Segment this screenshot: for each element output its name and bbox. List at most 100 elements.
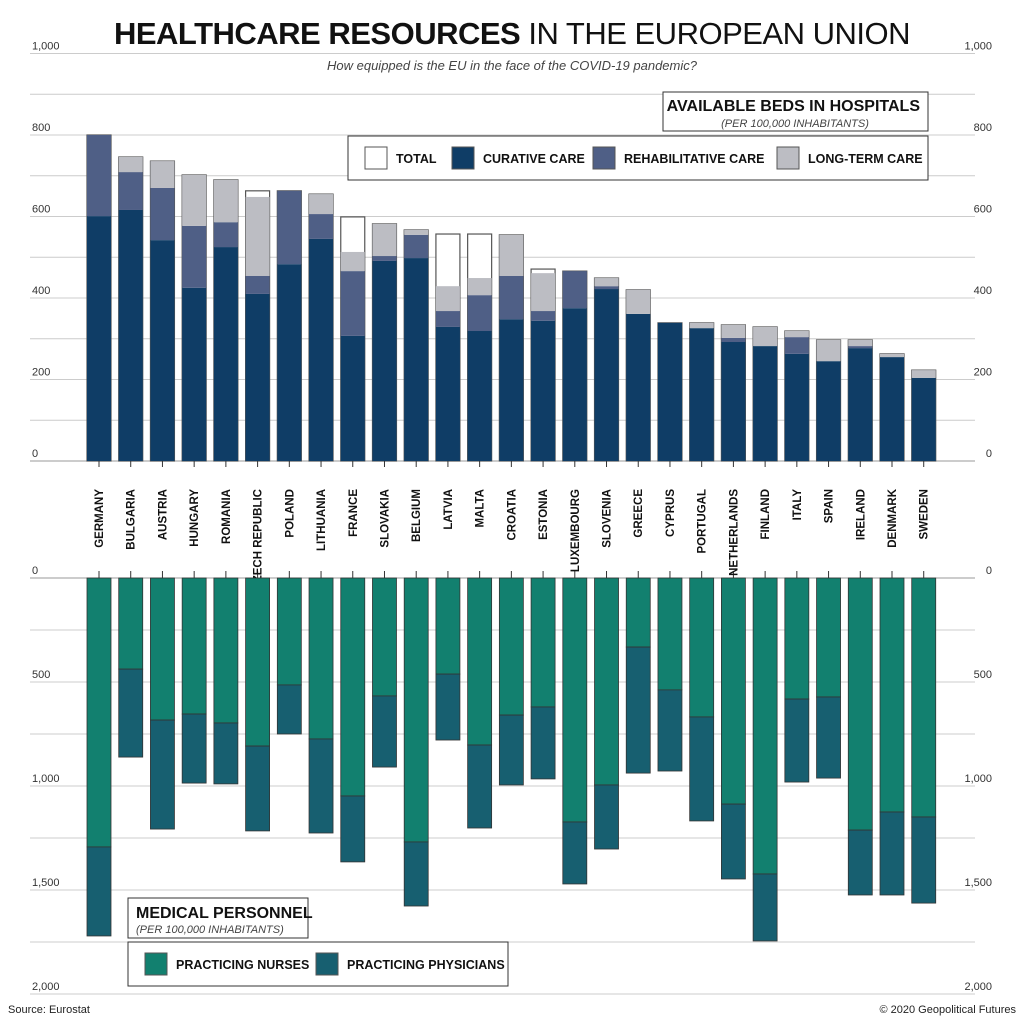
bar-nurses: [530, 577, 556, 708]
y-tick-label-left: 1,500: [32, 877, 60, 889]
bar-physicians: [498, 714, 524, 786]
bar-long-term: [118, 157, 143, 173]
x-tick-label: SPAIN: [824, 489, 836, 523]
bar-curative: [531, 320, 556, 461]
y-tick-label-left: 2,000: [32, 981, 60, 993]
legend-swatch: [592, 146, 616, 170]
bar-rehabilitative: [213, 222, 238, 248]
bar-nurses: [118, 577, 144, 670]
y-tick-label-right: 400: [974, 285, 992, 297]
bar-rehabilitative: [372, 256, 397, 261]
page-title: HEALTHCARE RESOURCES IN THE EUROPEAN UNI…: [0, 16, 1024, 52]
bar-curative: [340, 335, 365, 461]
bar-curative: [182, 287, 207, 461]
y-tick-label-right: 500: [974, 669, 992, 681]
bar-rehabilitative: [87, 135, 111, 217]
bar-nurses: [847, 577, 873, 831]
bar-physicians: [213, 722, 239, 785]
x-tick-label: IRELAND: [855, 489, 867, 540]
bar-nurses: [435, 577, 461, 675]
x-tick-label: LITHUANIA: [316, 489, 328, 551]
legend-label: LONG-TERM CARE: [808, 152, 923, 166]
bar-nurses: [340, 577, 366, 797]
y-tick-label-right: 2,000: [964, 981, 992, 993]
bar-nurses: [467, 577, 493, 746]
bar-nurses: [213, 577, 239, 724]
bar-rehabilitative: [721, 337, 746, 343]
bar-physicians: [86, 846, 112, 937]
bar-long-term: [340, 251, 365, 272]
bar-long-term: [404, 229, 429, 235]
bar-nurses: [372, 577, 397, 697]
bar-long-term: [213, 179, 238, 223]
y-tick-label-right: 1,000: [964, 41, 992, 53]
bar-curative: [848, 348, 873, 461]
title-bold: HEALTHCARE RESOURCES: [113, 16, 521, 51]
bar-nurses: [86, 577, 112, 848]
x-tick-label: POLAND: [284, 489, 296, 538]
bar-physicians: [530, 706, 556, 780]
bar-rehabilitative: [467, 295, 492, 332]
x-tick-label: CZECH REPUBLIC: [253, 489, 265, 591]
y-tick-label-right: 0: [986, 565, 992, 577]
y-tick-label-left: 1,000: [32, 41, 60, 53]
x-tick-label: ESTONIA: [538, 489, 550, 540]
bar-rehabilitative: [848, 346, 873, 349]
x-tick-label: ROMANIA: [221, 489, 233, 544]
legend-swatch: [451, 146, 475, 170]
bar-curative: [657, 322, 682, 461]
bar-nurses: [784, 577, 810, 700]
bar-long-term: [150, 161, 175, 188]
bar-long-term: [816, 339, 841, 362]
legend-label: CURATIVE CARE: [483, 152, 585, 166]
legend-title-box: [127, 897, 309, 939]
bar-rehabilitative: [435, 311, 460, 327]
bar-nurses: [403, 577, 429, 843]
bar-physicians: [847, 829, 873, 896]
bar-long-term: [848, 339, 873, 347]
bar-nurses: [752, 577, 778, 875]
bar-curative: [594, 289, 619, 461]
page-subtitle: How equipped is the EU in the face of th…: [327, 58, 697, 73]
x-tick-label: SWEDEN: [919, 489, 931, 539]
x-tick-label: MALTA: [475, 489, 487, 528]
bar-rehabilitative: [340, 271, 365, 336]
bar-physicians: [467, 744, 493, 829]
bar-rehabilitative: [784, 337, 809, 354]
y-tick-label-right: 0: [986, 448, 992, 460]
y-tick-label-left: 200: [32, 367, 50, 379]
bar-rehabilitative: [562, 271, 587, 309]
bar-curative: [880, 357, 904, 461]
y-tick-label-left: 0: [32, 448, 38, 460]
bar-long-term: [753, 326, 778, 347]
bar-curative: [721, 342, 746, 461]
bar-curative: [309, 238, 334, 461]
legend-label: REHABILITATIVE CARE: [624, 152, 765, 166]
x-tick-label: DENMARK: [887, 488, 899, 547]
bar-physicians: [752, 873, 778, 942]
title-light: IN THE EUROPEAN UNION: [528, 16, 910, 51]
bar-physicians: [657, 689, 683, 772]
bar-rehabilitative: [150, 187, 175, 241]
bar-rehabilitative: [531, 311, 556, 321]
x-tick-label: FRANCE: [348, 489, 360, 537]
bar-physicians: [403, 841, 429, 907]
bar-physicians: [721, 803, 746, 880]
bar-long-term: [467, 278, 492, 296]
bar-long-term: [372, 223, 397, 257]
bar-curative: [626, 313, 651, 461]
bar-nurses: [181, 577, 207, 715]
bar-long-term: [435, 286, 460, 312]
bar-curative: [372, 260, 397, 461]
bar-rehabilitative: [309, 214, 334, 239]
bar-nurses: [689, 577, 715, 718]
bar-curative: [150, 240, 175, 461]
bar-physicians: [245, 745, 271, 832]
bar-long-term: [911, 370, 936, 378]
x-tick-label: BELGIUM: [411, 489, 423, 542]
y-tick-label-right: 1,500: [964, 877, 992, 889]
bar-curative: [213, 247, 238, 461]
bar-nurses: [245, 577, 271, 747]
x-tick-label: CYPRUS: [665, 489, 677, 537]
